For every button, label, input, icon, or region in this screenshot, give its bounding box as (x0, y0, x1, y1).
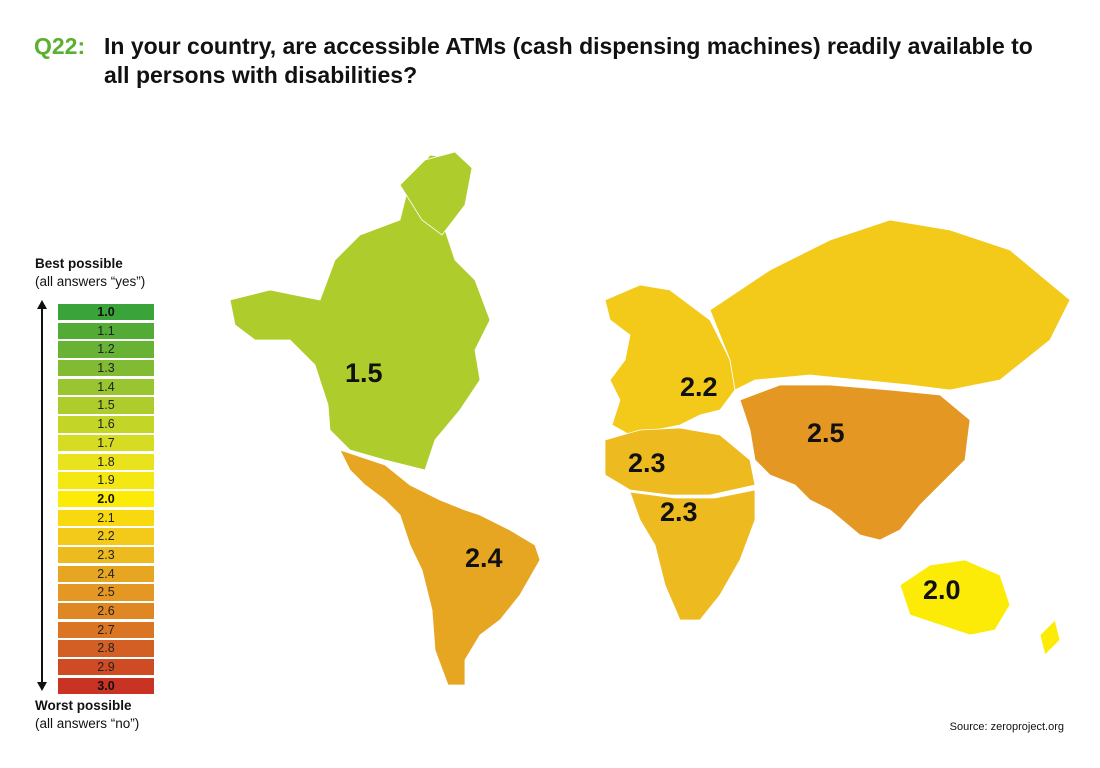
worst-subtitle: (all answers “no”) (35, 716, 140, 731)
scale-swatch: 2.3 (58, 546, 154, 564)
source-note: Source: zeroproject.org (949, 721, 1064, 733)
scale-swatch: 3.0 (58, 677, 154, 695)
region-north-america (229, 154, 491, 471)
scale-swatch: 2.7 (58, 621, 154, 639)
scale-swatch: 2.2 (58, 528, 154, 545)
region-north-america-greenland (399, 151, 473, 236)
scale-swatch: 1.5 (58, 397, 154, 414)
region-latin-america (339, 449, 541, 686)
scale-swatch: 2.1 (58, 509, 154, 526)
question-number: Q22: (34, 33, 86, 59)
label-sub-saharan-africa: 2.3 (660, 497, 698, 527)
region-sub-saharan-africa (629, 489, 756, 621)
scale-swatch: 1.6 (58, 416, 154, 433)
scale-swatch: 2.4 (58, 565, 154, 583)
region-europe (604, 284, 736, 436)
region-asia (739, 384, 971, 541)
scale-swatch: 2.6 (58, 603, 154, 620)
label-north-africa: 2.3 (628, 448, 666, 478)
scale-swatch: 2.5 (58, 584, 154, 601)
legend-worst-label: Worst possible (all answers “no”) (35, 697, 139, 733)
region-europe-russia (709, 219, 1071, 391)
worst-title: Worst possible (35, 698, 132, 713)
arrow-down-icon (37, 682, 47, 691)
label-europe: 2.2 (680, 372, 718, 402)
scale-arrow-line (41, 305, 43, 685)
scale-swatch: 1.8 (58, 453, 154, 470)
region-north-africa (604, 427, 756, 496)
scale-swatch: 1.3 (58, 360, 154, 377)
scale-swatch: 2.9 (58, 659, 154, 676)
label-asia: 2.5 (807, 418, 845, 448)
color-scale-legend: 1.0 1.1 1.2 1.3 1.4 1.5 1.6 1.7 1.8 1.9 2.0 2.1 2.2 2… (58, 304, 154, 696)
region-oceania-nz (1039, 619, 1061, 656)
arrow-up-icon (37, 300, 47, 309)
scale-swatch: 1.4 (58, 378, 154, 396)
world-map-svg (229, 151, 1071, 686)
region-oceania (899, 559, 1011, 636)
label-latin-america: 2.4 (465, 543, 503, 573)
world-map: 1.5 2.4 2.2 2.3 2.3 2.5 2.0 (210, 140, 1090, 705)
scale-swatch: 2.0 (58, 490, 154, 508)
question-text: In your country, are accessible ATMs (ca… (104, 33, 1033, 88)
scale-swatch: 1.0 (58, 304, 154, 321)
label-north-america: 1.5 (345, 358, 383, 388)
legend-best-label: Best possible (all answers “yes”) (35, 255, 145, 291)
scale-swatch: 1.9 (58, 472, 154, 489)
label-oceania: 2.0 (923, 575, 961, 605)
best-title: Best possible (35, 256, 123, 271)
best-subtitle: (all answers “yes”) (35, 274, 146, 289)
scale-swatch: 1.2 (58, 341, 154, 358)
scale-swatch: 1.1 (58, 322, 154, 340)
scale-swatch: 2.8 (58, 640, 154, 657)
scale-swatch: 1.7 (58, 434, 154, 452)
